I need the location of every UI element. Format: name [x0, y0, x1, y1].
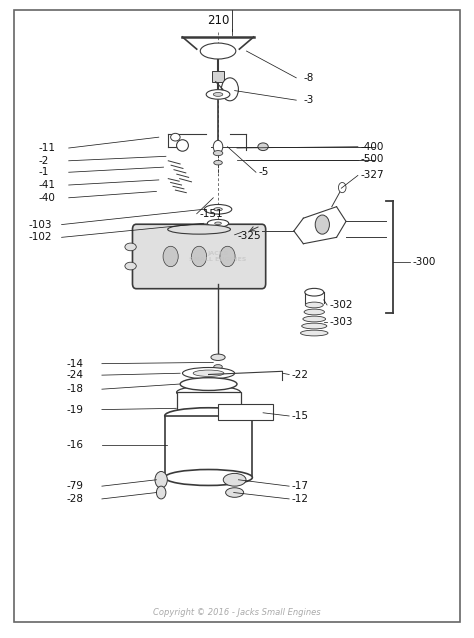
Text: -5: -5	[258, 167, 269, 177]
Bar	[165, 416, 252, 477]
Ellipse shape	[215, 222, 221, 225]
Text: -16: -16	[66, 440, 83, 450]
Text: 210: 210	[208, 14, 230, 27]
Ellipse shape	[258, 143, 268, 151]
Ellipse shape	[214, 160, 222, 165]
Ellipse shape	[303, 316, 326, 322]
Text: -18: -18	[66, 384, 83, 394]
Ellipse shape	[176, 412, 241, 424]
Ellipse shape	[182, 367, 235, 379]
Ellipse shape	[305, 288, 324, 296]
Ellipse shape	[206, 90, 230, 99]
Ellipse shape	[214, 207, 222, 211]
Ellipse shape	[208, 219, 228, 227]
Ellipse shape	[165, 470, 252, 486]
Text: -11: -11	[39, 143, 56, 153]
Text: -151: -151	[199, 209, 223, 219]
Text: -303: -303	[329, 317, 353, 327]
Bar	[218, 404, 273, 420]
Text: -500: -500	[360, 154, 383, 165]
Ellipse shape	[171, 133, 180, 141]
Text: -3: -3	[303, 95, 314, 105]
Circle shape	[156, 486, 166, 499]
Ellipse shape	[213, 93, 223, 96]
Ellipse shape	[204, 204, 232, 214]
Ellipse shape	[301, 323, 327, 329]
Text: -24: -24	[66, 370, 83, 380]
Ellipse shape	[193, 370, 224, 376]
Text: -79: -79	[66, 481, 83, 491]
Text: -14: -14	[66, 359, 83, 369]
Circle shape	[155, 471, 167, 488]
Text: -40: -40	[39, 193, 56, 203]
Ellipse shape	[223, 473, 246, 486]
Circle shape	[163, 246, 178, 267]
Text: -41: -41	[39, 180, 56, 190]
Text: -1: -1	[39, 167, 49, 177]
Text: -22: -22	[292, 369, 309, 380]
Text: -19: -19	[66, 404, 83, 415]
Text: -2: -2	[39, 156, 49, 166]
Circle shape	[191, 246, 207, 267]
Text: Copyright © 2016 - Jacks Small Engines: Copyright © 2016 - Jacks Small Engines	[153, 608, 321, 617]
Text: -300: -300	[412, 256, 436, 267]
Text: -302: -302	[329, 300, 353, 310]
Ellipse shape	[125, 243, 136, 251]
Circle shape	[338, 182, 346, 193]
Ellipse shape	[305, 302, 323, 308]
Ellipse shape	[180, 378, 237, 390]
Text: -327: -327	[360, 170, 384, 181]
Ellipse shape	[165, 408, 252, 424]
Ellipse shape	[301, 330, 328, 336]
Circle shape	[315, 215, 329, 234]
Text: JACKS
SMALL ENGINES: JACKS SMALL ENGINES	[189, 251, 247, 262]
Text: -103: -103	[28, 219, 52, 230]
Circle shape	[221, 78, 238, 101]
Ellipse shape	[176, 140, 189, 151]
Ellipse shape	[213, 151, 223, 156]
Bar	[212, 71, 224, 82]
Ellipse shape	[214, 365, 222, 369]
Text: -400: -400	[360, 142, 383, 152]
Ellipse shape	[304, 309, 324, 315]
Ellipse shape	[168, 225, 230, 234]
Text: -8: -8	[303, 73, 314, 83]
FancyBboxPatch shape	[132, 225, 265, 288]
Text: -325: -325	[237, 231, 261, 241]
Text: -28: -28	[66, 494, 83, 504]
Ellipse shape	[125, 262, 136, 270]
Circle shape	[220, 246, 235, 267]
Ellipse shape	[176, 386, 241, 399]
Ellipse shape	[200, 43, 236, 59]
Text: -15: -15	[292, 411, 309, 421]
Text: -12: -12	[292, 494, 309, 504]
Text: -102: -102	[28, 232, 52, 242]
Ellipse shape	[211, 354, 225, 360]
Ellipse shape	[226, 487, 244, 498]
Text: -17: -17	[292, 481, 309, 491]
Bar	[176, 392, 241, 418]
Circle shape	[213, 140, 223, 153]
